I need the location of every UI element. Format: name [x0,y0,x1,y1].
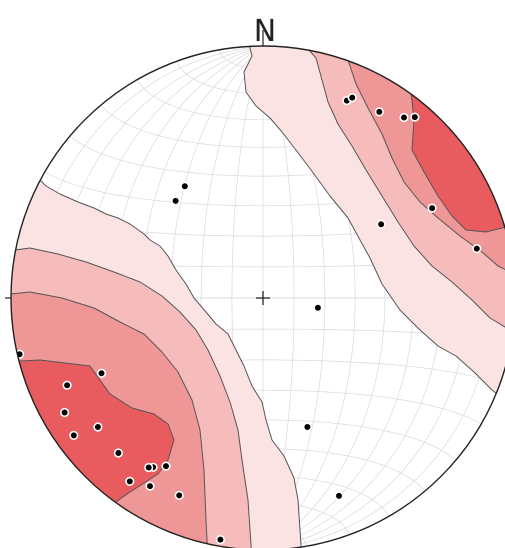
pole-point [144,462,154,473]
pole-point [69,430,79,441]
center-mark [256,291,270,305]
pole-point [180,181,190,191]
pole-point [215,534,225,545]
pole-point [161,461,171,471]
pole-point [399,112,409,123]
pole-point [145,481,155,491]
pole-point [376,219,386,229]
pole-point [472,244,482,254]
pole-point [96,368,107,378]
pole-point [93,422,103,432]
pole-point [113,448,123,458]
primitive-circle [10,45,505,548]
pole-point [125,476,135,487]
pole-point [302,422,313,432]
pole-point [171,196,181,206]
pole-point [62,380,72,390]
pole-point [410,112,420,122]
pole-point [427,203,437,213]
density-contours [11,46,505,548]
pole-point [334,491,344,501]
pole-point [374,107,384,117]
pole-point [59,407,70,418]
pole-point [347,92,357,103]
pole-point [174,490,184,501]
north-label: N [254,14,276,49]
pole-point [313,303,323,313]
pole-points [15,92,482,545]
